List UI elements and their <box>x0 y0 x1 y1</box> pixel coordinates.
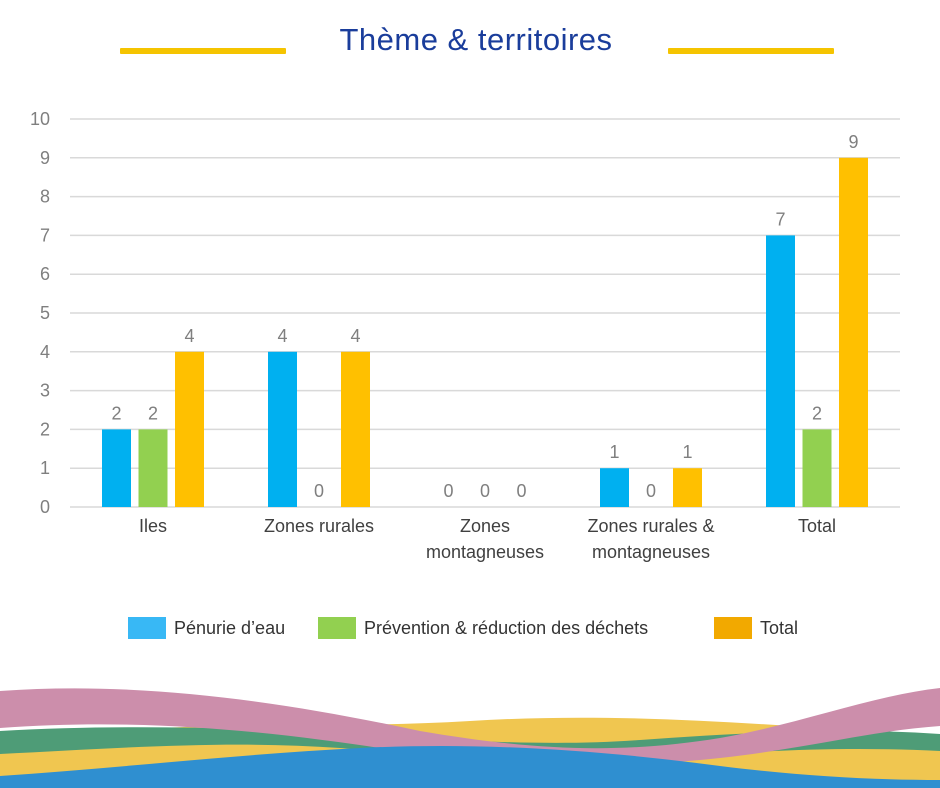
legend-item-penurie: Pénurie d’eau <box>128 614 285 642</box>
data-label: 4 <box>184 326 194 346</box>
x-category-label: montagneuses <box>592 542 710 562</box>
bar <box>600 468 629 507</box>
y-tick-label: 4 <box>40 342 50 362</box>
title-decoration-right <box>668 48 834 54</box>
bar <box>138 429 168 507</box>
chart-legend: Pénurie d’eau Prévention & réduction des… <box>0 614 940 642</box>
chart-header: Thème & territoires <box>0 18 940 78</box>
data-label: 1 <box>682 442 692 462</box>
y-tick-label: 2 <box>40 419 50 439</box>
x-category-label: Zones rurales <box>264 516 374 536</box>
data-label: 0 <box>443 481 453 501</box>
wave-pink-band <box>0 688 940 765</box>
data-label: 4 <box>350 326 360 346</box>
x-category-label: Zones <box>460 516 510 536</box>
data-label: 7 <box>775 209 785 229</box>
x-category-label: Iles <box>139 516 167 536</box>
data-label: 0 <box>646 481 656 501</box>
y-tick-label: 5 <box>40 303 50 323</box>
data-label: 2 <box>111 403 121 423</box>
data-label: 4 <box>277 326 287 346</box>
y-tick-label: 0 <box>40 497 50 517</box>
data-label: 0 <box>480 481 490 501</box>
legend-swatch-prevention <box>318 617 356 639</box>
bar <box>175 351 204 507</box>
x-category-label: Zones rurales & <box>587 516 714 536</box>
y-tick-label: 9 <box>40 148 50 168</box>
x-category-label: montagneuses <box>426 542 544 562</box>
bar <box>268 351 297 507</box>
chart-title: Thème & territoires <box>339 22 613 57</box>
legend-label-prevention: Prévention & réduction des déchets <box>364 617 649 638</box>
legend-swatch-penurie <box>128 617 166 639</box>
decorative-waves <box>0 688 940 788</box>
x-category-label: Total <box>798 516 836 536</box>
data-label: 2 <box>812 403 822 423</box>
legend-item-total: Total <box>714 614 798 642</box>
data-label: 0 <box>516 481 526 501</box>
data-label: 1 <box>609 442 619 462</box>
bar <box>102 429 131 507</box>
legend-item-prevention: Prévention & réduction des déchets <box>318 614 648 642</box>
y-tick-label: 8 <box>40 187 50 207</box>
data-label: 2 <box>148 403 158 423</box>
wave-blue-band <box>0 746 940 788</box>
y-tick-label: 10 <box>30 109 50 129</box>
bar <box>802 429 832 507</box>
legend-label-penurie: Pénurie d’eau <box>174 617 286 638</box>
bar <box>341 351 370 507</box>
legend-swatch-total <box>714 617 752 639</box>
title-decoration-left <box>120 48 286 54</box>
y-tick-label: 3 <box>40 381 50 401</box>
data-label: 0 <box>314 481 324 501</box>
legend-label-total: Total <box>760 617 799 638</box>
bar <box>839 157 868 508</box>
y-tick-label: 1 <box>40 458 50 478</box>
bar <box>673 468 702 507</box>
y-tick-label: 6 <box>40 264 50 284</box>
data-label: 9 <box>848 132 858 152</box>
y-tick-label: 7 <box>40 225 50 245</box>
bar <box>766 235 795 507</box>
